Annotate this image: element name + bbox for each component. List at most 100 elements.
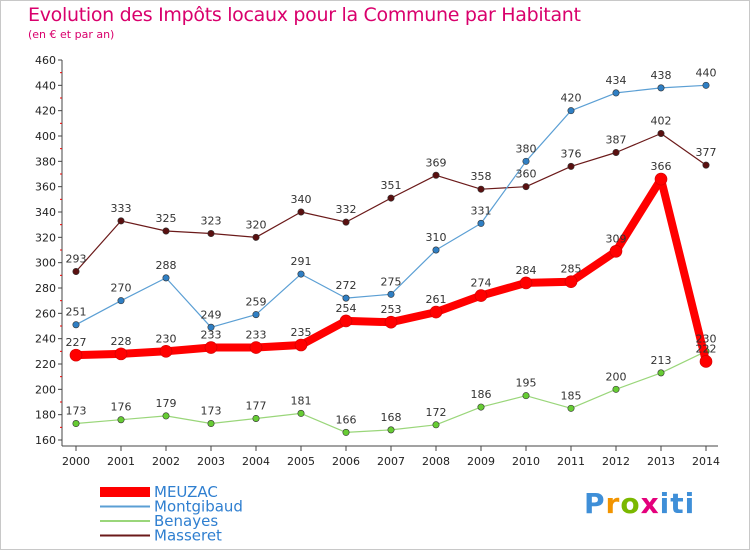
data-point [657, 84, 665, 92]
data-point [342, 218, 350, 226]
y-tick-label: 360 [35, 181, 56, 194]
data-label: 358 [471, 170, 492, 183]
data-point [162, 274, 170, 282]
data-label: 275 [381, 275, 402, 288]
data-label: 310 [426, 231, 447, 244]
data-point [72, 321, 80, 329]
data-point [117, 297, 125, 305]
data-point [699, 355, 713, 368]
data-point [72, 420, 80, 428]
legend-label: Benayes [154, 512, 218, 530]
data-point [567, 107, 575, 115]
y-tick-label: 380 [35, 155, 56, 168]
data-label: 230 [696, 332, 717, 345]
legend-label: Masseret [154, 527, 222, 545]
x-tick-label: 2012 [602, 455, 630, 468]
data-label: 222 [696, 342, 717, 355]
data-point [162, 412, 170, 420]
data-point [384, 315, 398, 329]
data-label: 288 [156, 259, 177, 272]
x-tick-label: 2007 [377, 455, 405, 468]
data-point [249, 341, 263, 354]
data-point [252, 414, 260, 422]
data-label: 272 [336, 279, 357, 292]
data-label: 366 [651, 160, 672, 173]
x-tick-label: 2014 [692, 455, 720, 468]
data-point [522, 392, 530, 400]
data-point [432, 246, 440, 254]
x-tick-label: 2003 [197, 455, 225, 468]
data-label: 331 [471, 204, 492, 217]
data-point [69, 348, 83, 362]
data-label: 176 [111, 401, 132, 414]
x-tick-label: 2006 [332, 455, 360, 468]
data-point [114, 347, 128, 361]
proxiti-logo: Proxiti [584, 487, 696, 520]
data-label: 309 [606, 232, 627, 245]
data-point [474, 289, 488, 302]
data-label: 291 [291, 255, 312, 268]
data-point [702, 81, 710, 89]
data-label: 440 [696, 66, 717, 79]
data-label: 325 [156, 212, 177, 225]
data-label: 270 [111, 282, 132, 295]
data-label: 233 [201, 329, 222, 342]
data-label: 179 [156, 397, 177, 410]
data-label: 340 [291, 193, 312, 206]
data-label: 200 [606, 370, 627, 383]
data-point [117, 416, 125, 424]
x-tick-label: 2004 [242, 455, 270, 468]
data-point [519, 276, 533, 290]
y-tick-label: 280 [35, 282, 56, 295]
data-label: 323 [201, 215, 222, 228]
data-point [72, 268, 80, 276]
data-label: 173 [201, 405, 222, 418]
y-tick-label: 200 [35, 383, 56, 396]
y-tick-label: 420 [35, 105, 56, 118]
data-label: 185 [561, 389, 582, 402]
data-label: 261 [426, 293, 447, 306]
y-tick-label: 400 [35, 130, 56, 143]
data-label: 285 [561, 263, 582, 276]
data-point [387, 290, 395, 298]
series-meuzac [69, 172, 713, 368]
y-tick-label: 440 [35, 79, 56, 92]
y-tick-label: 460 [35, 54, 56, 67]
legend-item: Benayes [100, 512, 218, 530]
data-label: 227 [66, 336, 87, 349]
data-point [387, 426, 395, 434]
data-point [429, 305, 443, 319]
data-point [657, 369, 665, 377]
y-tick-label: 240 [35, 333, 56, 346]
data-point [564, 275, 578, 288]
data-label: 173 [66, 405, 87, 418]
data-label: 274 [471, 277, 492, 290]
data-point [522, 157, 530, 165]
data-point [702, 161, 710, 169]
data-point [297, 409, 305, 417]
data-point [612, 148, 620, 156]
data-labels: 293 333 325 323 320 340 332 351 369 358 360 376 387 4… [66, 66, 717, 426]
data-label: 251 [66, 306, 87, 319]
series-montgibaud [72, 81, 710, 331]
data-label: 230 [156, 332, 177, 345]
data-point [207, 420, 215, 428]
data-label: 254 [336, 302, 357, 315]
data-label: 387 [606, 133, 627, 146]
data-label: 259 [246, 296, 267, 309]
x-tick-label: 2000 [62, 455, 90, 468]
series-masseret [72, 129, 710, 276]
x-tick-label: 2002 [152, 455, 180, 468]
data-point [339, 314, 353, 328]
data-point [477, 403, 485, 411]
axes: 160 180 200 220 240 260 280 300 320 340 360 380 400 4… [35, 54, 720, 468]
data-point [342, 294, 350, 302]
data-point [609, 244, 623, 258]
data-point [567, 162, 575, 170]
data-point [204, 341, 218, 354]
x-tick-label: 2001 [107, 455, 135, 468]
data-point [207, 230, 215, 238]
data-point [117, 217, 125, 225]
